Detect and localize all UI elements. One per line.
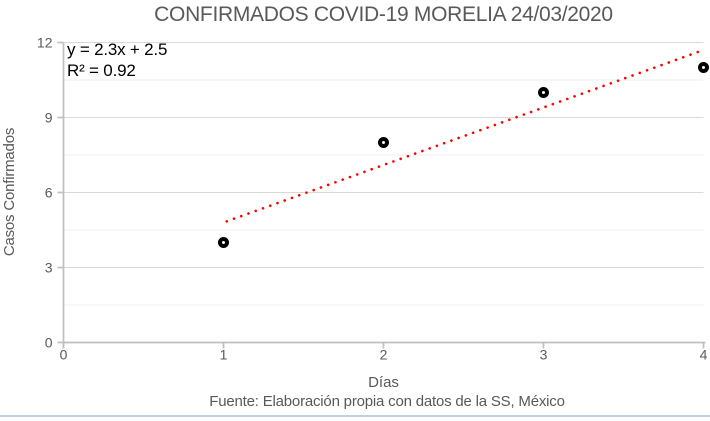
data-point [378,137,389,148]
source-caption: Fuente: Elaboración propia con datos de … [209,393,565,410]
x-axis-title: Días [368,374,399,391]
data-point [218,237,229,248]
trendline-label: y = 2.3x + 2.5 R² = 0.92 [67,39,167,81]
x-tick-label: 4 [700,347,708,363]
trendline [225,50,701,223]
y-tick-label: 9 [45,110,53,126]
bottom-divider [0,415,710,417]
y-tick-label: 12 [37,35,53,51]
x-tick-label: 3 [540,347,548,363]
x-tick-label: 1 [220,347,228,363]
y-tick-label: 0 [45,335,53,351]
data-point [538,87,549,98]
trendline-r-squared: R² = 0.92 [67,61,136,80]
x-tick-label: 0 [60,347,68,363]
y-tick-label: 6 [45,185,53,201]
x-tick-label: 2 [380,347,388,363]
y-tick-label: 3 [45,260,53,276]
trendline-equation: y = 2.3x + 2.5 [67,40,168,59]
y-axis-title: Casos Confirmados [1,127,18,257]
chart-title: CONFIRMADOS COVID-19 MORELIA 24/03/2020 [154,3,613,26]
data-point [698,62,709,73]
